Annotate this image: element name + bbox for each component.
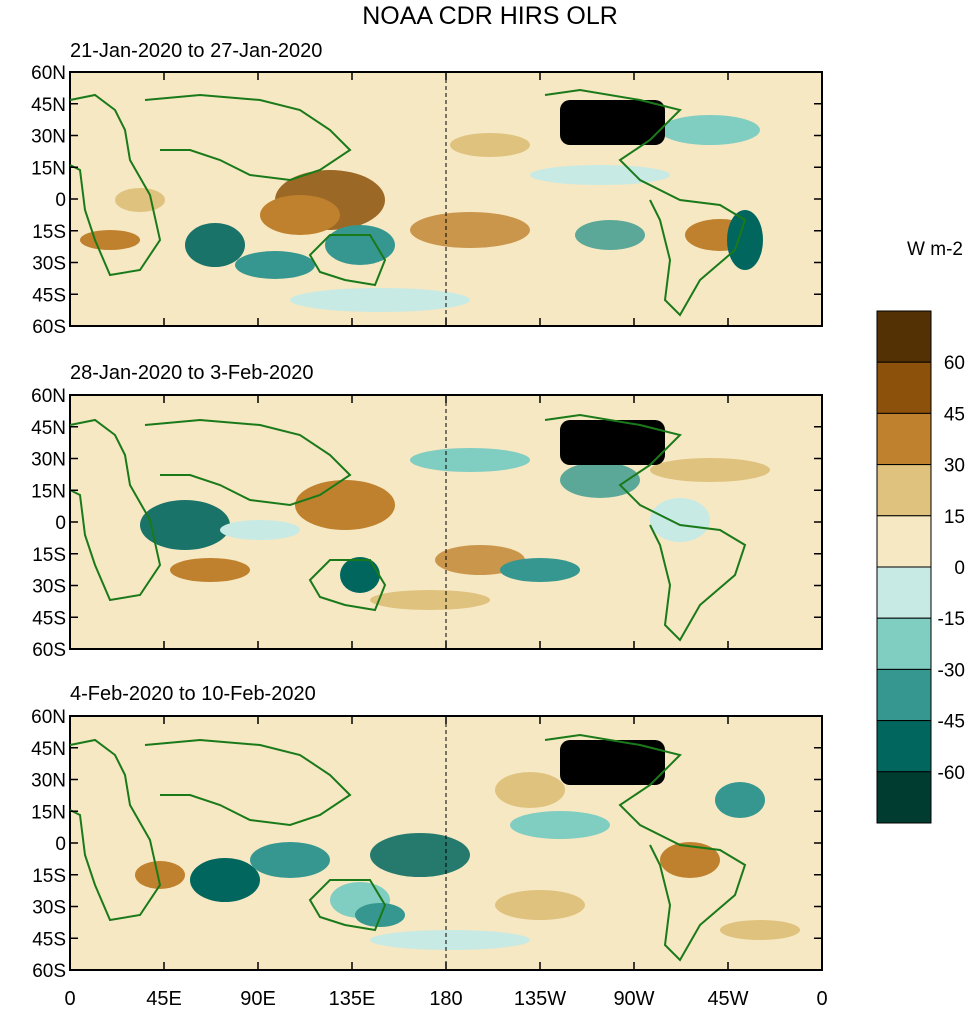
colorbar-swatch	[876, 464, 932, 517]
olr-anomaly-field	[140, 420, 770, 610]
main-title: NOAA CDR HIRS OLR	[362, 2, 618, 30]
lat-tick-label: 60N	[31, 386, 66, 407]
colorbar: W m-2 60 45 30 15 0 -15 -30 -45 -60	[876, 239, 965, 824]
latitude-axes: 60N 45N 30N 15N 0 15S 30S 45S 60S 60N 45N 30N 15N 0 15…	[31, 63, 823, 982]
lon-tick-label: 0	[816, 988, 827, 1010]
lat-tick-label: 0	[55, 834, 66, 855]
lat-tick-label: 30N	[31, 127, 66, 148]
panel-1-title: 21-Jan-2020 to 27-Jan-2020	[70, 40, 323, 62]
colorbar-label: 45	[944, 404, 965, 425]
colorbar-label: 0	[954, 558, 965, 579]
colorbar-swatch	[876, 566, 932, 619]
lat-tick-label: 45N	[31, 739, 66, 760]
lat-tick-label: 15N	[31, 802, 66, 823]
lat-tick-label: 30N	[31, 771, 66, 792]
panel-3-title: 4-Feb-2020 to 10-Feb-2020	[70, 683, 316, 705]
longitude-axis: 0 45E 90E 135E 180 135W 90W 45W 0	[64, 988, 827, 1010]
colorbar-label: 30	[944, 456, 965, 477]
lat-tick-label: 0	[55, 513, 66, 534]
lat-tick-label: 45S	[32, 608, 66, 629]
lat-tick-label: 30N	[31, 450, 66, 471]
lat-tick-label: 0	[55, 190, 66, 211]
lat-tick-label: 60S	[32, 317, 66, 338]
lon-tick-label: 135E	[329, 988, 376, 1010]
lat-tick-label: 45S	[32, 929, 66, 950]
colorbar-label: 60	[944, 353, 965, 374]
lat-tick-label: 60S	[32, 640, 66, 661]
colorbar-swatch	[876, 412, 932, 466]
lat-tick-label: 15N	[31, 158, 66, 179]
lat-tick-label: 45S	[32, 285, 66, 306]
lat-tick-label: 60N	[31, 707, 66, 728]
lon-tick-label: 135W	[514, 988, 566, 1010]
map-panel-1	[69, 71, 823, 327]
colorbar-swatch	[876, 617, 932, 670]
lat-tick-label: 30S	[32, 898, 66, 919]
lon-tick-label: 45E	[146, 988, 182, 1010]
colorbar-swatch	[876, 720, 932, 773]
lat-tick-label: 60N	[31, 63, 66, 84]
lat-tick-label: 15N	[31, 481, 66, 502]
lat-tick-label: 30S	[32, 577, 66, 598]
colorbar-swatch	[876, 771, 932, 824]
colorbar-swatch	[876, 310, 932, 363]
colorbar-label: -60	[938, 763, 965, 784]
lat-tick-label: 45N	[31, 418, 66, 439]
colorbar-swatch	[876, 515, 932, 568]
lon-tick-label: 180	[429, 988, 462, 1010]
lon-tick-label: 90W	[613, 988, 654, 1010]
colorbar-label: -45	[938, 712, 965, 733]
colorbar-label: 15	[944, 507, 965, 528]
lat-tick-label: 60S	[32, 961, 66, 982]
lat-tick-label: 15S	[32, 866, 66, 887]
map-panel-2	[69, 394, 823, 650]
colorbar-label: -30	[938, 660, 965, 681]
olr-anomaly-field	[80, 100, 763, 312]
lon-tick-label: 0	[64, 988, 75, 1010]
panel-2-title: 28-Jan-2020 to 3-Feb-2020	[70, 362, 314, 384]
colorbar-label: -15	[938, 609, 965, 630]
olr-anomaly-field	[135, 740, 800, 950]
map-panel-3	[69, 715, 823, 971]
lon-tick-label: 45W	[707, 988, 748, 1010]
lat-tick-label: 45N	[31, 95, 66, 116]
lat-tick-label: 30S	[32, 254, 66, 275]
lat-tick-label: 15S	[32, 222, 66, 243]
coastlines	[69, 88, 747, 962]
colorbar-swatch	[876, 361, 932, 414]
lon-tick-label: 90E	[240, 988, 276, 1010]
colorbar-unit: W m-2	[907, 239, 963, 260]
colorbar-swatch	[876, 668, 932, 722]
lat-tick-label: 15S	[32, 545, 66, 566]
